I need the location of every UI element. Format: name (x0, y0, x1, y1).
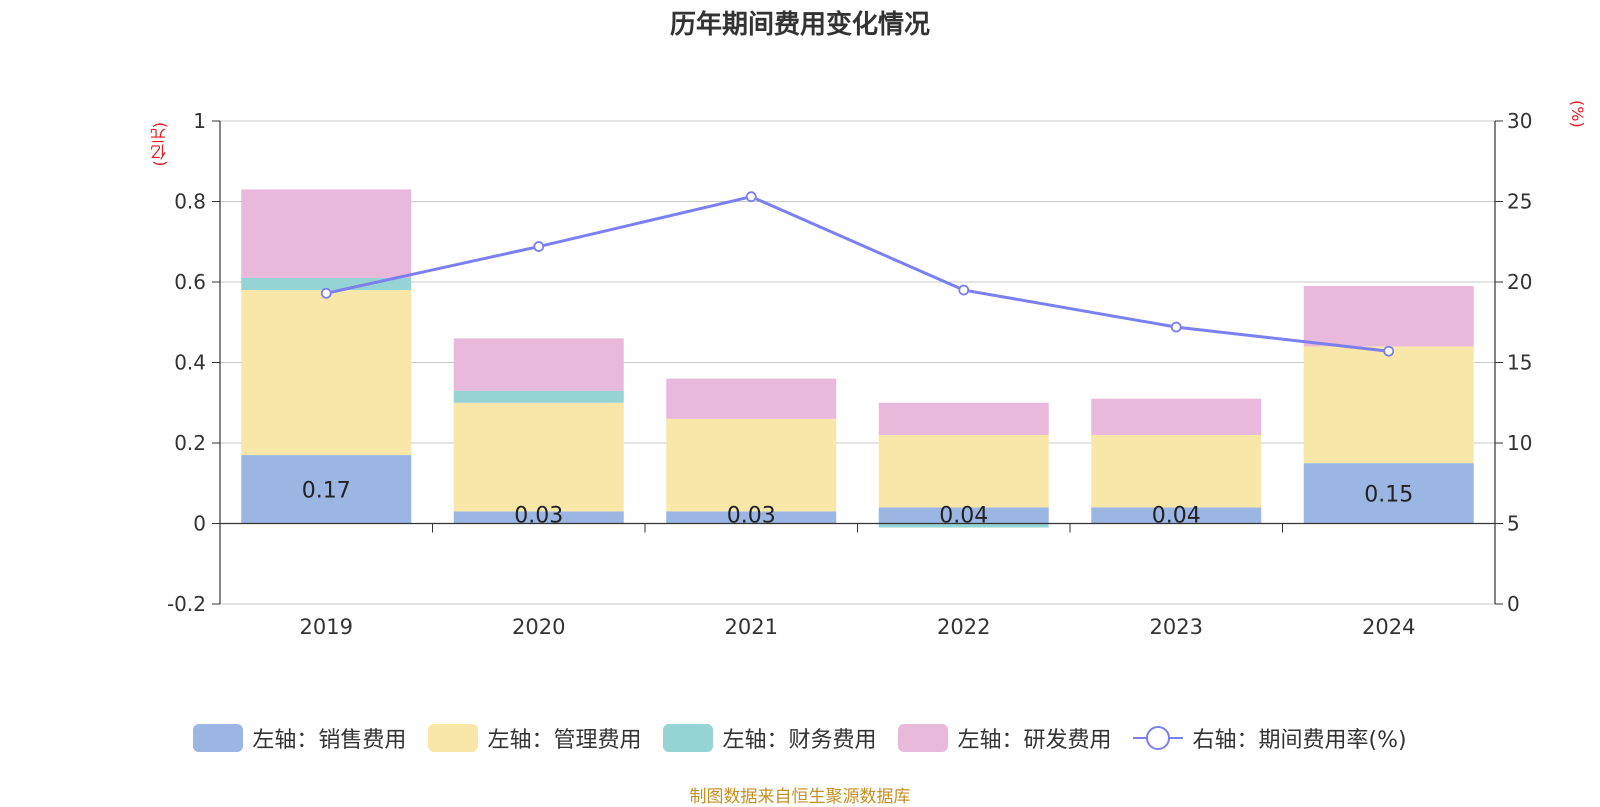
bar-2022-左轴：研发费用 (878, 402, 1049, 435)
bar-2023-左轴：销售费用 (1091, 507, 1262, 524)
bar-2022-左轴：销售费用 (878, 507, 1049, 524)
data-label: 0.15 (1364, 482, 1413, 507)
right-axis-tick-label: 25 (1507, 190, 1532, 214)
data-source-note: 制图数据来自恒生聚源数据库 (689, 787, 911, 807)
bar-2024-左轴：销售费用 (1303, 463, 1474, 524)
bar-2021-左轴：研发费用 (666, 378, 837, 419)
expense-rate-point-2021 (745, 191, 757, 203)
legend-swatch-rd (898, 724, 949, 752)
bar-2023-左轴：研发费用 (1091, 398, 1262, 435)
expense-rate-point-2024 (1383, 345, 1395, 357)
x-axis-label: 2019 (300, 615, 353, 639)
bar-2022-左轴：财务费用 (878, 523, 1049, 528)
left-axis-tick-label: 1 (193, 109, 206, 133)
data-label: 0.04 (1152, 504, 1201, 529)
expense-rate-point-2022 (958, 284, 970, 296)
bar-2020-左轴：研发费用 (453, 338, 624, 391)
bar-2023-左轴：管理费用 (1091, 434, 1262, 508)
data-label: 0.04 (939, 504, 988, 529)
bar-2019-左轴：研发费用 (241, 189, 412, 278)
expense-rate-line (325, 195, 1389, 353)
right-axis-unit: (%) (1568, 100, 1587, 128)
bar-2024-左轴：管理费用 (1303, 346, 1474, 464)
legend: 左轴：销售费用 左轴：管理费用 左轴：财务费用 左轴：研发费用 右轴：期间费用率… (0, 722, 1600, 754)
bar-2019-左轴：财务费用 (241, 277, 412, 291)
bar-2021-左轴：管理费用 (666, 418, 837, 512)
bar-2021-左轴：销售费用 (666, 511, 837, 524)
legend-item-rd[interactable]: 左轴：研发费用 (898, 722, 1111, 754)
left-axis-tick-label: 0.4 (174, 351, 206, 375)
legend-swatch-admin (428, 724, 479, 752)
bar-2024-左轴：研发费用 (1303, 286, 1474, 347)
legend-swatch-expense-rate (1133, 724, 1184, 752)
left-axis-tick-label: -0.2 (167, 592, 206, 616)
left-axis-tick-label: 0.8 (174, 190, 206, 214)
left-axis-tick-label: 0.6 (174, 270, 206, 294)
bar-2020-左轴：销售费用 (453, 511, 624, 524)
legend-swatch-sales (193, 724, 244, 752)
expense-rate-point-2019 (320, 287, 332, 299)
right-axis-tick-label: 0 (1507, 592, 1520, 616)
x-axis-label: 2023 (1150, 615, 1203, 639)
x-axis-label: 2020 (512, 615, 565, 639)
legend-label-expense-rate: 右轴：期间费用率(%) (1192, 728, 1407, 753)
right-axis-tick-label: 30 (1507, 109, 1532, 133)
legend-label-rd: 左轴：研发费用 (957, 728, 1112, 753)
right-axis-tick-label: 20 (1507, 270, 1532, 294)
bar-2019-左轴：管理费用 (241, 290, 412, 456)
left-axis-tick-label: 0 (193, 512, 206, 536)
legend-item-expense-rate[interactable]: 右轴：期间费用率(%) (1133, 722, 1407, 754)
legend-swatch-finance (663, 724, 714, 752)
right-axis-tick-label: 10 (1507, 431, 1532, 455)
legend-label-sales: 左轴：销售费用 (252, 728, 407, 753)
data-label: 0.17 (302, 478, 351, 503)
data-label: 0.03 (514, 504, 563, 529)
legend-item-sales[interactable]: 左轴：销售费用 (193, 722, 406, 754)
left-axis-tick-label: 0.2 (174, 431, 206, 455)
legend-label-admin: 左轴：管理费用 (487, 728, 642, 753)
bar-2020-左轴：管理费用 (453, 402, 624, 512)
data-label: 0.03 (727, 504, 776, 529)
expense-rate-point-2020 (533, 241, 545, 252)
x-axis-label: 2022 (937, 615, 990, 639)
x-axis-label: 2021 (725, 615, 778, 639)
expense-rate-point-2023 (1170, 321, 1182, 333)
right-axis-tick-label: 5 (1507, 512, 1520, 536)
legend-item-admin[interactable]: 左轴：管理费用 (428, 722, 641, 754)
right-axis-tick-label: 15 (1507, 351, 1532, 375)
legend-label-finance: 左轴：财务费用 (722, 728, 877, 753)
bar-2020-左轴：财务费用 (453, 390, 624, 403)
chart-title: 历年期间费用变化情况 (669, 10, 930, 40)
x-axis-label: 2024 (1362, 615, 1415, 639)
legend-item-finance[interactable]: 左轴：财务费用 (663, 722, 876, 754)
bar-2019-左轴：销售费用 (241, 455, 412, 524)
bar-2022-左轴：管理费用 (878, 434, 1049, 508)
